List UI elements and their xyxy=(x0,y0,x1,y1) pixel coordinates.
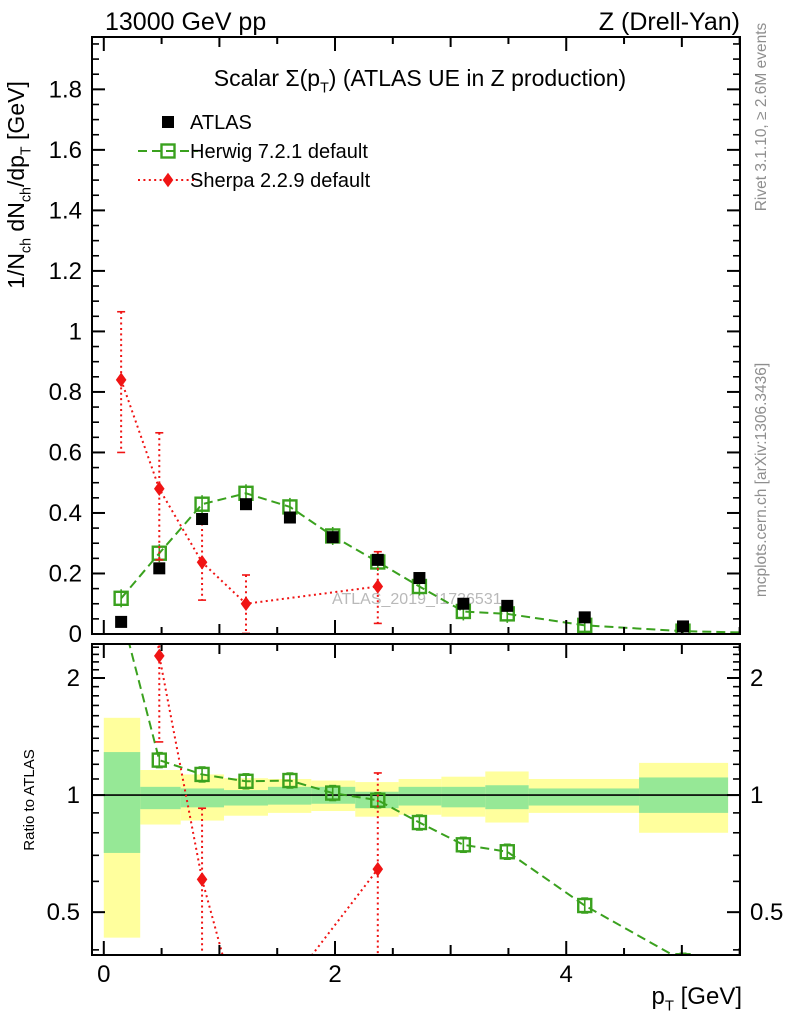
y-main-tick-label: 0.4 xyxy=(49,500,82,527)
x-tick-label: 4 xyxy=(560,961,573,988)
y-main-tick-label: 0.2 xyxy=(49,560,82,587)
legend-item: Sherpa 2.2.9 default xyxy=(138,170,371,192)
sherpa-series-main xyxy=(115,310,384,634)
herwig-marker-open-square xyxy=(194,496,210,512)
herwig-line-main xyxy=(120,492,740,634)
herwig-marker-open-square xyxy=(151,752,167,768)
band-green xyxy=(103,752,141,853)
y-main-tick-label: 0.8 xyxy=(49,379,82,406)
plot-title: Scalar Σ(pT​) (ATLAS UE in Z production) xyxy=(214,65,626,96)
y-main-tick-label: 1 xyxy=(69,318,82,345)
atlas-marker-filled-square xyxy=(501,599,514,612)
y-ratio-tick-label-right: 0.5 xyxy=(750,899,783,926)
sherpa-marker-diamond xyxy=(372,861,384,877)
atlas-marker-filled-square xyxy=(326,531,339,544)
herwig-marker-open-square xyxy=(113,590,129,606)
sherpa-series-ratio xyxy=(153,644,384,955)
atlas-series-main xyxy=(115,498,690,633)
y-ratio-tick-label-left: 1 xyxy=(67,782,80,809)
band-green xyxy=(485,785,529,810)
sherpa-marker-diamond xyxy=(372,579,384,594)
herwig-marker-open-square xyxy=(675,953,691,955)
band-green xyxy=(528,788,640,806)
atlas-marker-filled-square xyxy=(371,553,384,566)
main-panel-frame xyxy=(91,36,741,635)
atlas-marker-filled-square xyxy=(239,498,252,511)
herwig-marker-open-square xyxy=(455,837,472,853)
sherpa-marker-diamond xyxy=(153,481,165,497)
sherpa-marker-diamond xyxy=(153,648,165,664)
y-ratio-tick-label-left: 2 xyxy=(67,665,80,692)
atlas-marker-filled-square xyxy=(677,620,690,633)
sherpa-marker-diamond xyxy=(115,372,127,388)
herwig-series-main xyxy=(113,484,740,634)
legend-marker-open-square xyxy=(160,143,176,159)
band-green xyxy=(398,786,442,806)
band-green xyxy=(441,786,486,808)
herwig-marker-open-square xyxy=(238,773,254,790)
band-green xyxy=(180,788,225,808)
y-main-tick-label: 0 xyxy=(69,621,82,648)
header-process: Z (Drell-Yan) xyxy=(599,8,740,36)
x-axis-label: pT​ [GeV] xyxy=(652,983,743,1015)
herwig-marker-open-square xyxy=(325,785,341,801)
x-tick-label: 0 xyxy=(97,961,110,988)
herwig-marker-open-square xyxy=(194,766,210,783)
legend-item: ATLAS xyxy=(162,112,252,134)
tick-labels: 0 0.2 0.4 0.6 0.8 1 1.2 1.4 1.6 1.8 2 2 1 1 0.5 0.5 0 2 4 xyxy=(47,76,784,988)
y-axis-label-main: 1/Nch​ dNch​/dpT​ [GeV] xyxy=(3,81,34,289)
herwig-marker-open-square xyxy=(282,499,298,515)
herwig-marker-open-square xyxy=(238,485,254,501)
y-main-tick-label: 1.6 xyxy=(49,137,82,164)
legend-item: Herwig 7.2.1 default xyxy=(138,141,368,163)
atlas-marker-filled-square xyxy=(196,513,209,526)
y-main-tick-label: 1.8 xyxy=(49,76,82,103)
atlas-marker-filled-square xyxy=(413,572,426,585)
side-note-mcplots: mcplots.cern.ch [arXiv:1306.3436] xyxy=(753,363,770,597)
atlas-marker-filled-square xyxy=(578,611,591,624)
sherpa-marker-diamond xyxy=(196,554,208,570)
ratio-uncertainty-bands xyxy=(103,717,729,938)
legend: ATLAS Herwig 7.2.1 default Sherpa 2.2.9 de… xyxy=(138,112,371,192)
legend-label: Herwig 7.2.1 default xyxy=(190,141,368,163)
y-ratio-tick-label-right: 2 xyxy=(750,665,763,692)
sherpa-marker-diamond xyxy=(240,596,252,612)
x-tick-label: 2 xyxy=(328,961,341,988)
axis-ticks xyxy=(92,37,741,955)
titles: 13000 GeV pp Z (Drell-Yan) Scalar Σ(pT​) (… xyxy=(3,8,770,1015)
header-beam: 13000 GeV pp xyxy=(105,8,266,36)
band-green xyxy=(140,786,181,810)
herwig-marker-open-square xyxy=(411,814,428,831)
herwig-marker-open-square xyxy=(577,897,593,914)
y-main-tick-label: 1.4 xyxy=(49,197,82,224)
atlas-marker-filled-square xyxy=(457,597,470,610)
y-ratio-tick-label-left: 0.5 xyxy=(47,899,80,926)
band-green xyxy=(224,790,268,806)
y-ratio-tick-label-right: 1 xyxy=(750,782,763,809)
legend-marker-filled-square xyxy=(162,116,174,128)
herwig-marker-open-square xyxy=(499,844,515,860)
side-note-rivet: Rivet 3.1.10, ≥ 2.6M events xyxy=(753,22,770,211)
atlas-marker-filled-square xyxy=(283,511,296,524)
sherpa-marker-diamond xyxy=(196,872,208,887)
ratio-panel-frame xyxy=(91,643,741,956)
atlas-marker-filled-square xyxy=(153,562,166,575)
atlas-marker-filled-square xyxy=(115,615,128,628)
legend-marker-filled-diamond xyxy=(162,172,174,188)
y-main-tick-label: 0.6 xyxy=(49,439,82,466)
y-main-tick-label: 1.2 xyxy=(49,258,82,285)
y-axis-label-ratio: Ratio to ATLAS xyxy=(21,749,38,850)
panel-frames xyxy=(91,36,741,956)
legend-label: ATLAS xyxy=(190,112,252,134)
legend-label: Sherpa 2.2.9 default xyxy=(190,170,371,192)
herwig-marker-open-square xyxy=(282,772,298,789)
